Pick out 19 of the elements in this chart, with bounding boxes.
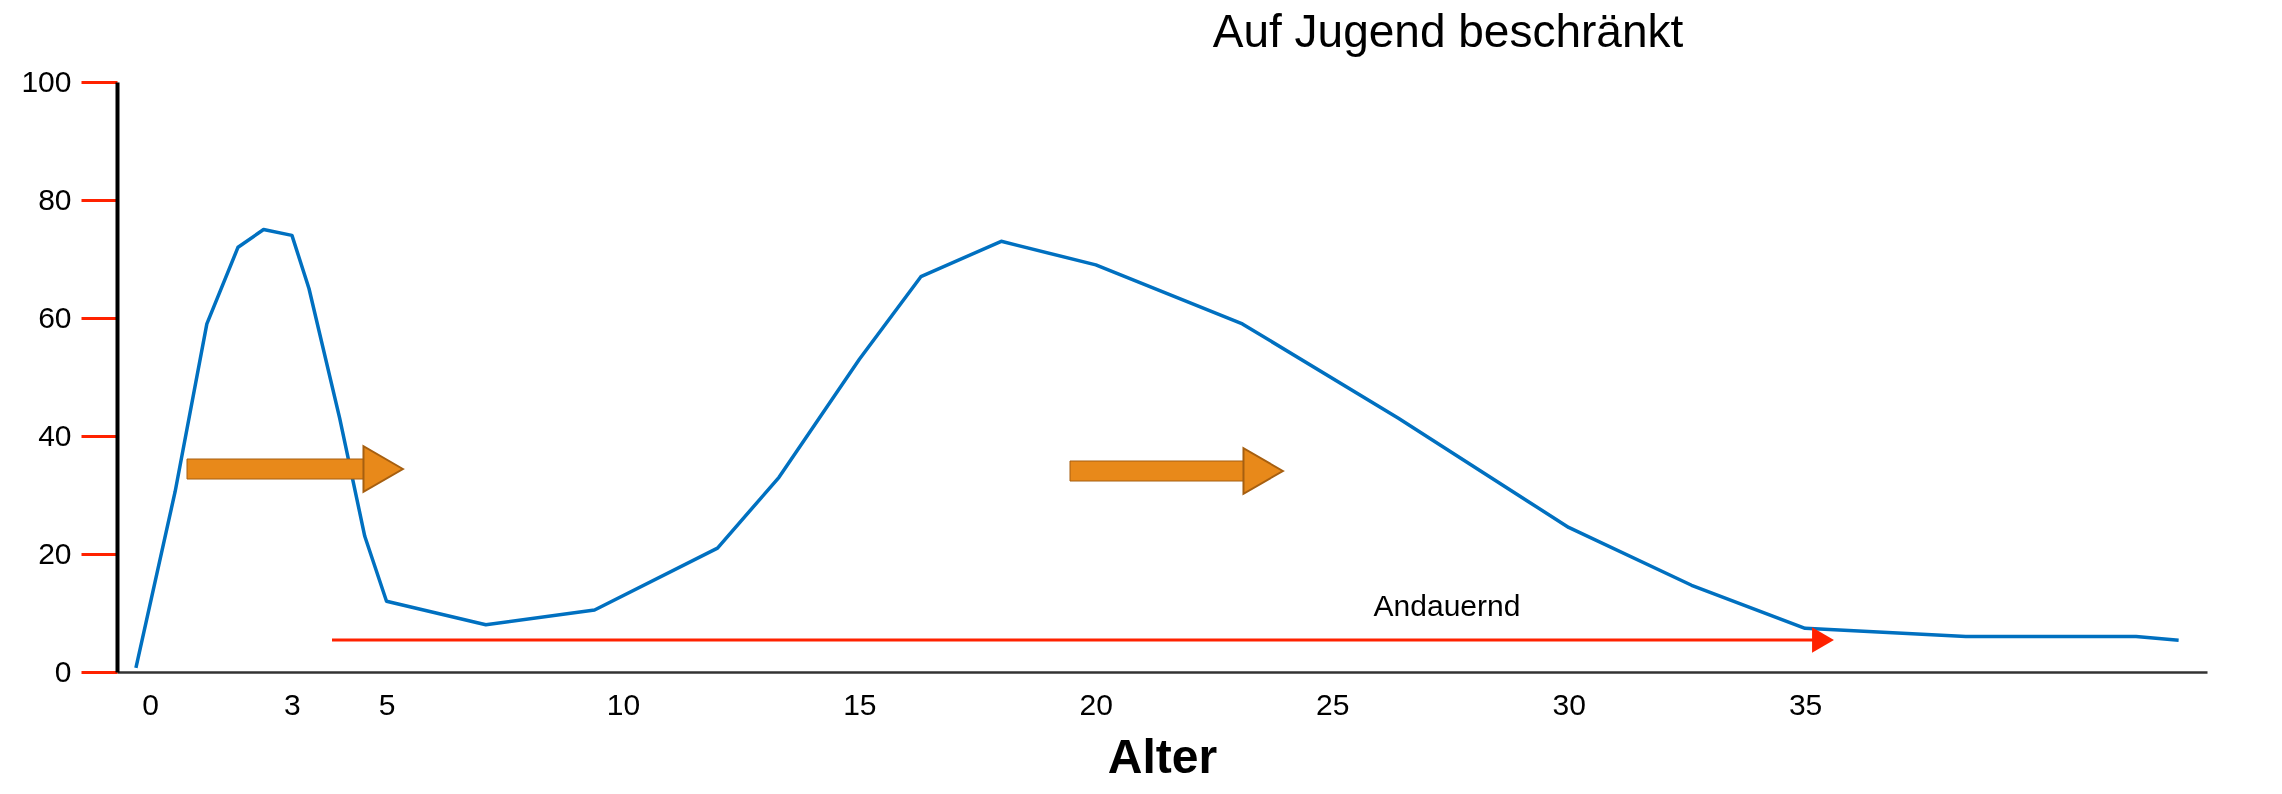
x-tick-label: 20 bbox=[1079, 687, 1113, 721]
x-tick-label: 35 bbox=[1788, 687, 1823, 721]
x-tick-label: 30 bbox=[1552, 687, 1586, 721]
chart-title: Auf Jugend beschränkt bbox=[1212, 5, 1684, 57]
x-tick-label: 3 bbox=[284, 687, 301, 721]
y-tick-label: 60 bbox=[38, 300, 72, 334]
y-tick-label: 80 bbox=[38, 182, 72, 216]
x-tick-label: 0 bbox=[142, 687, 159, 721]
y-tick-label: 100 bbox=[21, 64, 72, 98]
line-series bbox=[134, 227, 2181, 670]
annotation: Andauernd bbox=[1373, 589, 1521, 622]
y-tick-label: 0 bbox=[54, 654, 72, 688]
x-tick-label: 10 bbox=[606, 687, 641, 721]
x-tick-label: 5 bbox=[378, 687, 396, 721]
y-tick-label: 40 bbox=[38, 418, 72, 452]
x-axis-title: Alter bbox=[1107, 729, 1218, 783]
x-tick-label: 15 bbox=[843, 687, 877, 721]
y-tick-label: 20 bbox=[38, 536, 72, 570]
x-tick-label: 25 bbox=[1316, 687, 1350, 721]
